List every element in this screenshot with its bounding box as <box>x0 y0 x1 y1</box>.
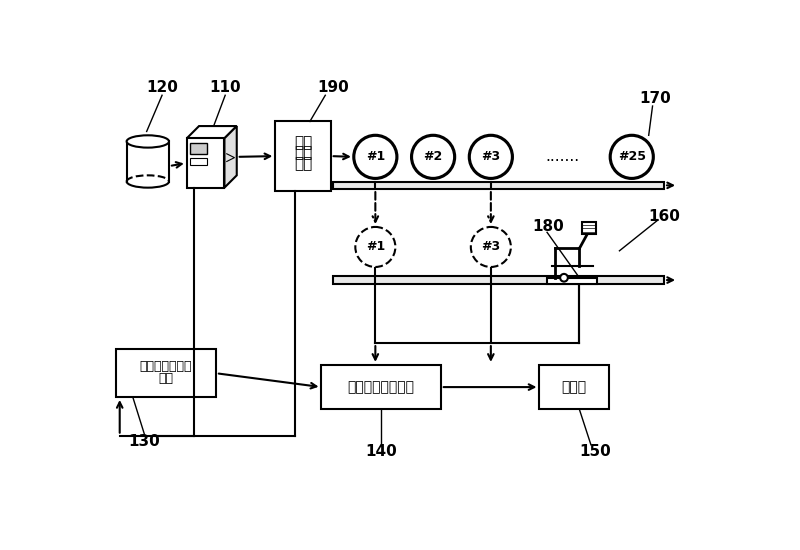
Text: 140: 140 <box>365 443 397 459</box>
Text: #25: #25 <box>618 150 646 163</box>
Text: #1: #1 <box>366 150 385 163</box>
Text: 计算机: 计算机 <box>562 380 586 394</box>
Bar <box>582 222 596 234</box>
Text: 控制: 控制 <box>294 146 312 161</box>
Text: 170: 170 <box>639 91 670 106</box>
Circle shape <box>560 274 568 282</box>
Text: 系统: 系统 <box>294 156 312 171</box>
Text: #3: #3 <box>482 150 501 163</box>
Bar <box>116 349 216 397</box>
Text: #2: #2 <box>423 150 442 163</box>
Text: #1: #1 <box>366 240 385 254</box>
Circle shape <box>355 227 395 267</box>
Bar <box>186 139 225 188</box>
Circle shape <box>411 135 454 178</box>
Ellipse shape <box>126 135 169 147</box>
Text: 制程: 制程 <box>294 135 312 150</box>
Text: .......: ....... <box>546 150 579 164</box>
Circle shape <box>470 135 513 178</box>
Bar <box>539 365 609 409</box>
Bar <box>547 278 597 284</box>
Text: 120: 120 <box>146 80 178 95</box>
Text: 180: 180 <box>533 219 565 234</box>
Text: 190: 190 <box>317 80 349 95</box>
Bar <box>190 143 206 154</box>
Text: 110: 110 <box>210 80 241 95</box>
Text: 系统: 系统 <box>158 372 174 385</box>
Text: 数据接收引擎模块: 数据接收引擎模块 <box>348 380 414 394</box>
Text: 160: 160 <box>648 208 680 224</box>
Circle shape <box>471 227 511 267</box>
Text: 130: 130 <box>129 434 160 449</box>
Circle shape <box>610 135 654 178</box>
Circle shape <box>354 135 397 178</box>
Polygon shape <box>186 126 237 139</box>
Bar <box>190 158 206 164</box>
Text: 150: 150 <box>579 443 610 459</box>
Bar <box>333 182 664 189</box>
Bar <box>275 122 330 191</box>
Bar <box>322 365 441 409</box>
Text: 错误侦测与分类: 错误侦测与分类 <box>140 360 192 373</box>
Bar <box>333 276 664 284</box>
Polygon shape <box>225 126 237 188</box>
Text: #3: #3 <box>482 240 501 254</box>
